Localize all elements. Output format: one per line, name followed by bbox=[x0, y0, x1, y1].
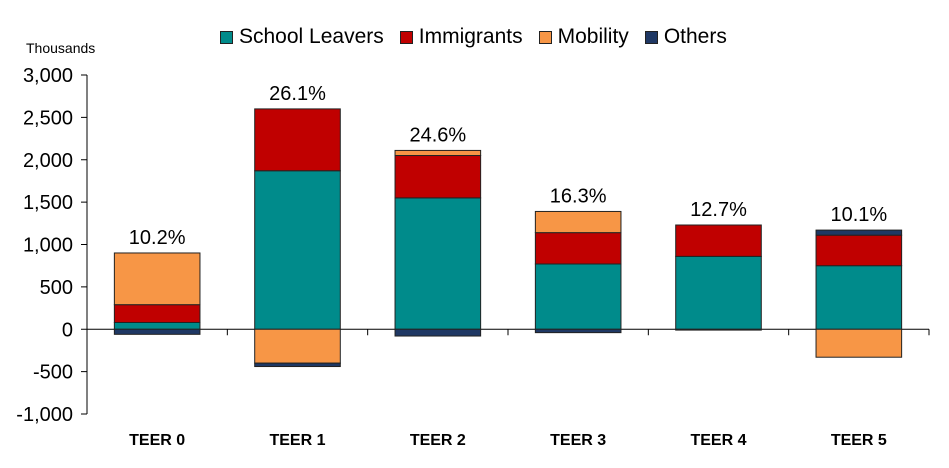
legend-swatch-others bbox=[644, 30, 658, 44]
legend-swatch-immigrants bbox=[399, 30, 413, 44]
data-label-1: 26.1% bbox=[269, 83, 326, 105]
legend-item-immigrants: Immigrants bbox=[399, 25, 523, 49]
y-tick-label-3: 500 bbox=[40, 277, 73, 299]
y-tick-label-7: 2,500 bbox=[23, 107, 73, 129]
bar-teer-3-immigrants bbox=[534, 232, 622, 265]
x-tick-label-1: TEER 1 bbox=[269, 432, 325, 449]
bar-teer-2-immigrants bbox=[394, 155, 482, 199]
bar-teer-1-mobility bbox=[254, 328, 341, 364]
bar-teer-3-others bbox=[534, 328, 622, 334]
x-tick-label-0: TEER 0 bbox=[129, 432, 185, 449]
bar-teer-4-school-leavers bbox=[675, 255, 762, 330]
legend-label-school-leavers: School Leavers bbox=[239, 25, 384, 48]
bar-teer-4-immigrants bbox=[675, 224, 762, 257]
bar-teer-3-mobility bbox=[534, 210, 622, 234]
x-tick-label-3: TEER 3 bbox=[550, 432, 606, 449]
y-tick-label-6: 2,000 bbox=[23, 150, 73, 172]
bar-teer-1-others bbox=[254, 362, 341, 368]
bar-teer-2-school-leavers bbox=[394, 197, 482, 330]
bar-teer-5-school-leavers bbox=[815, 265, 903, 330]
legend-item-others: Others bbox=[644, 25, 727, 49]
x-tick-label-4: TEER 4 bbox=[690, 432, 746, 449]
legend-item-school-leavers: School Leavers bbox=[220, 25, 384, 49]
bar-teer-5-immigrants bbox=[815, 234, 903, 267]
legend-label-mobility: Mobility bbox=[557, 25, 629, 48]
y-tick-label-0: -1,000 bbox=[16, 404, 73, 426]
y-tick-label-8: 3,000 bbox=[23, 65, 73, 87]
data-label-0: 10.2% bbox=[129, 227, 186, 249]
x-tick-label-5: TEER 5 bbox=[831, 432, 887, 449]
y-tick-label-1: -500 bbox=[33, 362, 73, 384]
bar-teer-0-immigrants bbox=[113, 304, 201, 323]
legend-label-others: Others bbox=[663, 25, 727, 48]
bar-teer-1-school-leavers bbox=[254, 170, 341, 330]
y-tick-label-4: 1,000 bbox=[23, 235, 73, 257]
legend-swatch-mobility bbox=[538, 30, 552, 44]
legend-swatch-school-leavers bbox=[220, 30, 233, 44]
data-label-5: 10.1% bbox=[830, 204, 887, 226]
data-label-4: 12.7% bbox=[690, 199, 747, 221]
bar-teer-4-others bbox=[675, 328, 762, 331]
y-axis-units-label: Thousands bbox=[26, 40, 96, 56]
bar-teer-3-school-leavers bbox=[534, 263, 622, 330]
data-label-2: 24.6% bbox=[409, 124, 466, 146]
y-tick-label-2: 0 bbox=[62, 319, 73, 341]
x-tick-label-2: TEER 2 bbox=[410, 432, 466, 449]
bar-teer-1-immigrants bbox=[254, 108, 341, 172]
bar-teer-2-others bbox=[394, 328, 482, 337]
bar-teer-0-school-leavers bbox=[113, 321, 201, 330]
bar-teer-5-others bbox=[815, 229, 903, 236]
bar-teer-2-mobility bbox=[394, 149, 482, 157]
bar-teer-0-mobility bbox=[113, 252, 201, 306]
legend-label-immigrants: Immigrants bbox=[418, 25, 523, 48]
bar-teer-5-mobility bbox=[815, 328, 903, 358]
y-tick-label-5: 1,500 bbox=[23, 192, 73, 214]
legend-item-mobility: Mobility bbox=[538, 25, 629, 49]
data-label-3: 16.3% bbox=[550, 185, 607, 207]
bar-teer-0-others bbox=[113, 328, 201, 335]
chart-legend: School Leavers Immigrants Mobility Other… bbox=[220, 22, 727, 52]
